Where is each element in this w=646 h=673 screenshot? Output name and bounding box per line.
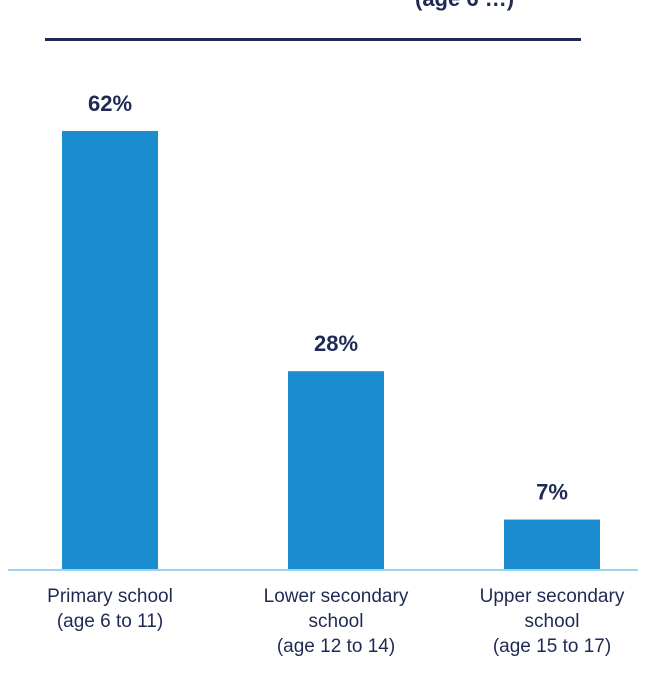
category-label-line: school <box>524 611 580 632</box>
title-divider <box>45 38 581 41</box>
bar-1 <box>288 371 384 569</box>
bar-value-label-1: 28% <box>314 331 358 356</box>
category-label-lower-secondary: Lower secondary school (age 12 to 14) <box>231 584 441 659</box>
bar-value-label-0: 62% <box>88 91 132 116</box>
category-label-line: Primary school <box>47 586 173 607</box>
category-label-primary: Primary school (age 6 to 11) <box>5 584 215 634</box>
category-label-line: Lower secondary <box>263 586 409 607</box>
category-label-line: Upper secondary <box>479 586 625 607</box>
chart-title-fragment: (age 6 …) <box>415 0 514 12</box>
category-label-upper-secondary: Upper secondary school (age 15 to 17) <box>447 584 646 659</box>
bar-value-label-2: 7% <box>536 480 568 505</box>
category-label-line: school <box>308 611 364 632</box>
bar-2 <box>504 519 600 569</box>
category-label-line: (age 6 to 11) <box>56 611 164 632</box>
bar-0 <box>62 131 158 569</box>
category-label-line: (age 12 to 14) <box>276 636 396 657</box>
category-label-line: (age 15 to 17) <box>492 636 612 657</box>
